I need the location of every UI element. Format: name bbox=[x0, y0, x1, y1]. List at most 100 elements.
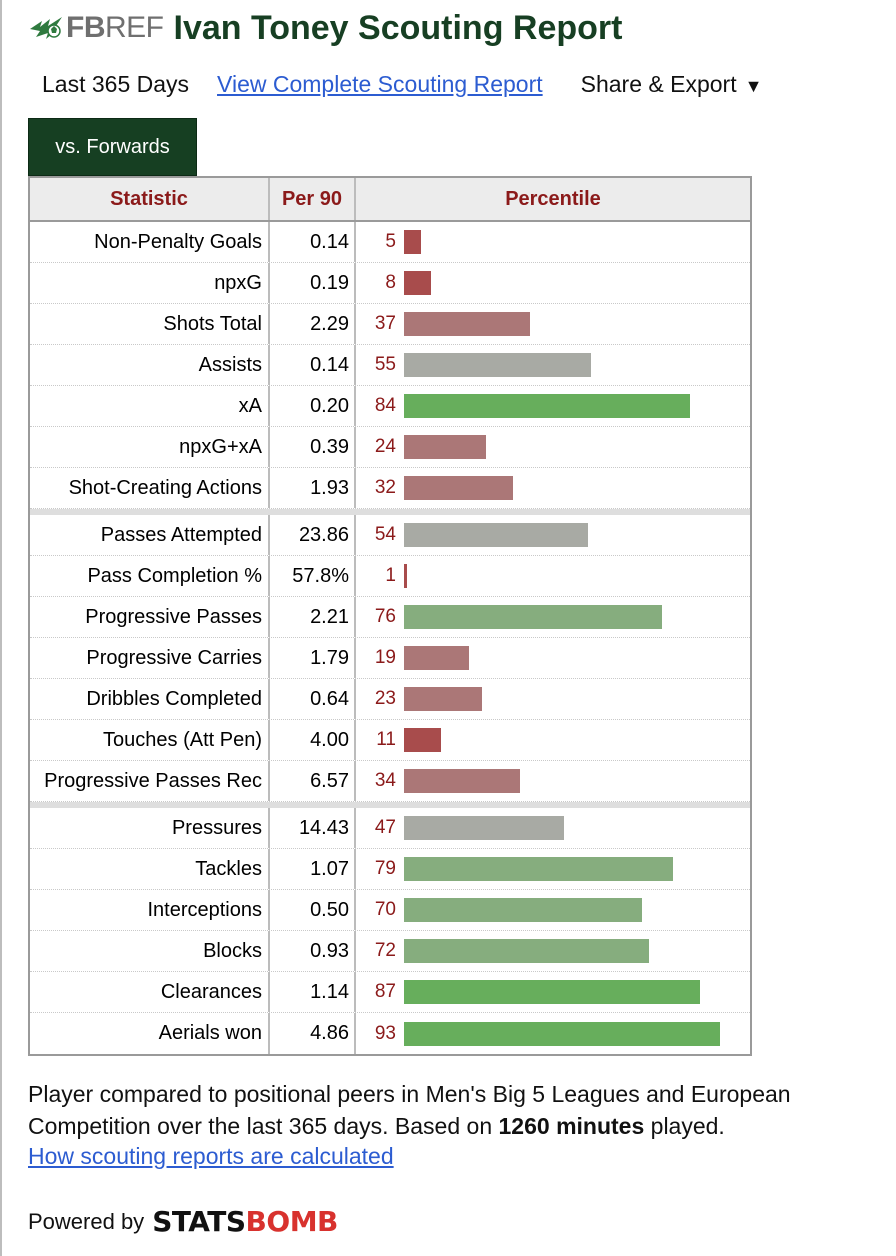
stat-name[interactable]: Dribbles Completed bbox=[30, 679, 270, 719]
percentile-cell: 79 bbox=[356, 849, 750, 889]
percentile-bar-track bbox=[404, 476, 724, 500]
stat-name[interactable]: Shots Total bbox=[30, 304, 270, 344]
per90-value: 1.93 bbox=[270, 468, 356, 508]
percentile-bar bbox=[404, 1021, 720, 1046]
table-row: Progressive Carries 1.79 19 bbox=[30, 638, 750, 679]
header-percentile[interactable]: Percentile bbox=[505, 187, 601, 210]
per90-value: 57.8% bbox=[270, 556, 356, 596]
percentile-bar-track bbox=[404, 646, 724, 670]
per90-value: 6.57 bbox=[270, 761, 356, 801]
stat-name[interactable]: Tackles bbox=[30, 849, 270, 889]
fbref-ball-icon[interactable] bbox=[28, 15, 64, 41]
percentile-cell: 76 bbox=[356, 597, 750, 637]
statsbomb-stats: STATS bbox=[152, 1205, 246, 1238]
percentile-cell: 23 bbox=[356, 679, 750, 719]
percentile-bar-track bbox=[404, 564, 724, 588]
percentile-value: 72 bbox=[374, 940, 396, 961]
percentile-bar bbox=[404, 816, 564, 840]
table-row: npxG+xA 0.39 24 bbox=[30, 427, 750, 468]
percentile-value: 55 bbox=[374, 354, 396, 375]
table-row: Progressive Passes 2.21 76 bbox=[30, 597, 750, 638]
per90-value: 1.07 bbox=[270, 849, 356, 889]
powered-by-label: Powered by bbox=[28, 1208, 145, 1234]
percentile-cell: 19 bbox=[356, 638, 750, 678]
left-border bbox=[0, 0, 2, 1256]
percentile-cell: 8 bbox=[356, 263, 750, 303]
table-row: Interceptions 0.50 70 bbox=[30, 890, 750, 931]
percentile-bar bbox=[404, 898, 642, 922]
table-row: Pass Completion % 57.8% 1 bbox=[30, 556, 750, 597]
stat-name[interactable]: Interceptions bbox=[30, 890, 270, 930]
logo-light: REF bbox=[105, 11, 164, 44]
per90-value: 1.79 bbox=[270, 638, 356, 678]
percentile-bar-track bbox=[404, 816, 724, 840]
stat-name[interactable]: Progressive Passes bbox=[30, 597, 270, 637]
table-row: Aerials won 4.86 93 bbox=[30, 1013, 750, 1054]
stat-name[interactable]: Blocks bbox=[30, 931, 270, 971]
per90-value: 0.93 bbox=[270, 931, 356, 971]
stat-name[interactable]: npxG bbox=[30, 263, 270, 303]
footer-note-pre: Player compared to positional peers in M… bbox=[28, 1081, 791, 1139]
statsbomb-logo[interactable]: STATS BOMB bbox=[152, 1205, 338, 1238]
percentile-value: 5 bbox=[385, 231, 396, 252]
stat-name[interactable]: Clearances bbox=[30, 972, 270, 1012]
stat-name[interactable]: npxG+xA bbox=[30, 427, 270, 467]
per90-value: 4.86 bbox=[270, 1013, 356, 1054]
percentile-value: 24 bbox=[374, 436, 396, 457]
stat-name[interactable]: Shot-Creating Actions bbox=[30, 468, 270, 508]
stat-name[interactable]: Touches (Att Pen) bbox=[30, 720, 270, 760]
percentile-bar-track bbox=[404, 769, 724, 793]
percentile-cell: 5 bbox=[356, 222, 750, 262]
percentile-value: 76 bbox=[374, 606, 396, 627]
percentile-bar-track bbox=[404, 312, 724, 336]
stat-name[interactable]: Pressures bbox=[30, 808, 270, 848]
powered-by: Powered by STATS BOMB bbox=[28, 1205, 338, 1238]
percentile-bar bbox=[404, 980, 700, 1004]
statsbomb-bomb: BOMB bbox=[245, 1205, 339, 1238]
percentile-value: 54 bbox=[374, 524, 396, 545]
percentile-bar bbox=[404, 857, 673, 881]
table-row: Dribbles Completed 0.64 23 bbox=[30, 679, 750, 720]
percentile-value: 34 bbox=[374, 770, 396, 791]
logo-bold: FB bbox=[66, 11, 106, 44]
complete-report-link[interactable]: View Complete Scouting Report bbox=[217, 70, 543, 97]
percentile-bar-track bbox=[404, 230, 724, 254]
table-row: Pressures 14.43 47 bbox=[30, 808, 750, 849]
header-per90[interactable]: Per 90 bbox=[270, 178, 356, 220]
footer-minutes: 1260 minutes bbox=[498, 1113, 645, 1139]
stat-name[interactable]: Aerials won bbox=[30, 1013, 270, 1054]
page-title: Ivan Toney Scouting Report bbox=[173, 9, 623, 47]
stat-name[interactable]: xA bbox=[30, 386, 270, 426]
percentile-bar bbox=[404, 769, 520, 793]
percentile-value: 32 bbox=[374, 477, 396, 498]
header-statistic[interactable]: Statistic bbox=[30, 178, 270, 220]
stat-name[interactable]: Progressive Carries bbox=[30, 638, 270, 678]
percentile-bar bbox=[404, 230, 421, 254]
percentile-bar bbox=[404, 394, 690, 418]
percentile-cell: 72 bbox=[356, 931, 750, 971]
percentile-cell: 54 bbox=[356, 515, 750, 555]
per90-value: 2.29 bbox=[270, 304, 356, 344]
per90-value: 0.20 bbox=[270, 386, 356, 426]
percentile-value: 47 bbox=[374, 817, 396, 838]
stat-name[interactable]: Progressive Passes Rec bbox=[30, 761, 270, 801]
percentile-cell: 37 bbox=[356, 304, 750, 344]
per90-value: 0.19 bbox=[270, 263, 356, 303]
percentile-cell: 70 bbox=[356, 890, 750, 930]
stat-name[interactable]: Non-Penalty Goals bbox=[30, 222, 270, 262]
group-separator bbox=[30, 509, 750, 515]
percentile-value: 93 bbox=[374, 1022, 396, 1044]
stat-name[interactable]: Assists bbox=[30, 345, 270, 385]
stat-name[interactable]: Passes Attempted bbox=[30, 515, 270, 555]
percentile-cell: 32 bbox=[356, 468, 750, 508]
stat-name[interactable]: Pass Completion % bbox=[30, 556, 270, 596]
per90-value: 4.00 bbox=[270, 720, 356, 760]
percentile-bar-track bbox=[404, 435, 724, 459]
how-calculated-link[interactable]: How scouting reports are calculated bbox=[28, 1143, 394, 1169]
share-export-menu[interactable]: Share & Export ▼ bbox=[581, 71, 763, 98]
tab-vs-forwards[interactable]: vs. Forwards bbox=[28, 118, 197, 176]
table-row: Touches (Att Pen) 4.00 11 bbox=[30, 720, 750, 761]
table-row: Passes Attempted 23.86 54 bbox=[30, 515, 750, 556]
fbref-logo[interactable]: FBREF bbox=[66, 11, 164, 45]
percentile-value: 23 bbox=[374, 688, 396, 709]
